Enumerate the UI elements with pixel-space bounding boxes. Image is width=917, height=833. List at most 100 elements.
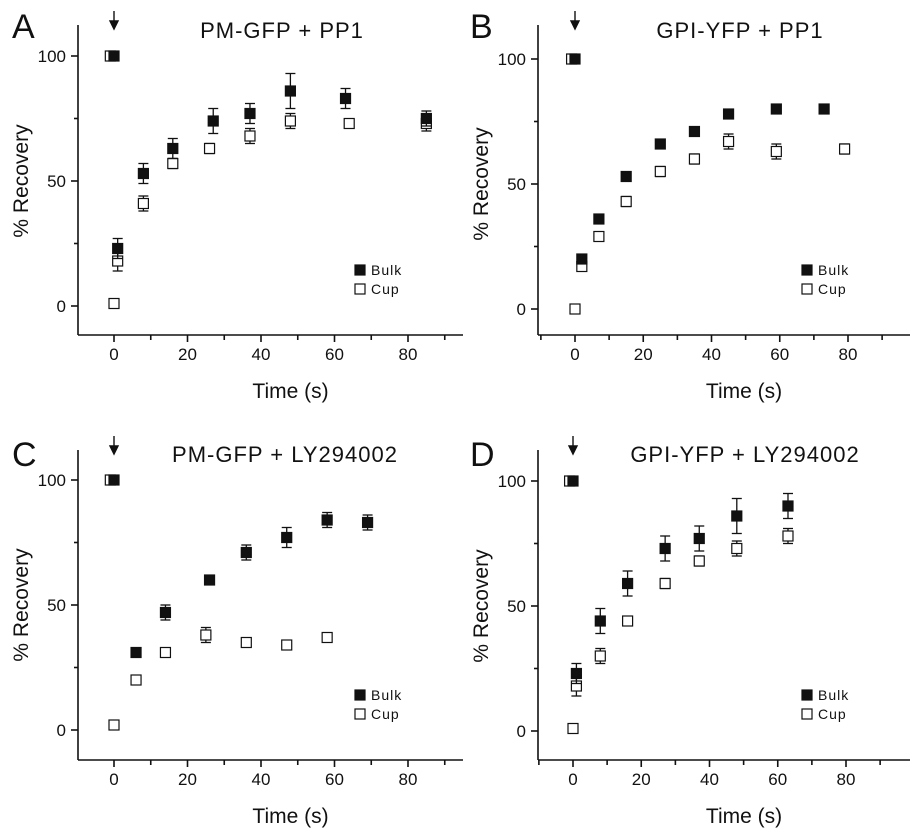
x-tick-label: 60 bbox=[325, 770, 344, 789]
x-tick-label: 0 bbox=[109, 770, 118, 789]
data-point-bulk bbox=[770, 103, 782, 115]
data-point-cup bbox=[203, 142, 216, 155]
data-point-bulk bbox=[130, 646, 142, 659]
bleach-arrow-head bbox=[108, 20, 120, 31]
data-point-cup bbox=[108, 719, 120, 731]
legend: Bulk Cup bbox=[801, 262, 848, 297]
x-tick-label: 40 bbox=[252, 345, 271, 364]
data-point-bulk bbox=[321, 514, 333, 526]
x-tick-label: 20 bbox=[178, 345, 197, 364]
data-point-cup bbox=[654, 165, 666, 178]
y-axis-label: % Recovery bbox=[470, 127, 493, 241]
x-tick-label: 0 bbox=[568, 770, 577, 789]
x-tick-label: 40 bbox=[702, 345, 721, 364]
data-point-bulk bbox=[112, 242, 124, 255]
legend: Bulk Cup bbox=[354, 687, 402, 722]
x-axis-label: Time (s) bbox=[252, 380, 328, 403]
data-point-cup bbox=[159, 646, 172, 659]
data-point-bulk bbox=[339, 92, 352, 105]
data-point-bulk bbox=[284, 85, 296, 97]
data-point-cup bbox=[693, 555, 705, 567]
data-point-bulk bbox=[818, 103, 830, 115]
y-axis-label: % Recovery bbox=[10, 124, 33, 238]
y-tick-label: 0 bbox=[57, 297, 66, 316]
series-bulk bbox=[569, 53, 830, 265]
legend-swatch-bulk bbox=[354, 264, 366, 276]
series-cup bbox=[563, 475, 794, 735]
y-tick-label: 0 bbox=[517, 722, 526, 741]
legend-label-bulk: Bulk bbox=[371, 262, 402, 278]
x-tick-label: 20 bbox=[632, 770, 651, 789]
data-point-cup bbox=[782, 530, 794, 542]
data-point-cup bbox=[167, 157, 179, 170]
panel-title: GPI-YFP + PP1 bbox=[656, 18, 823, 43]
data-point-bulk bbox=[621, 577, 634, 590]
x-tick-label: 20 bbox=[178, 770, 197, 789]
legend-swatch-bulk bbox=[354, 689, 366, 701]
data-point-bulk bbox=[159, 606, 172, 619]
chart-panel-b: B GPI-YFP + PP1 0 20 40 60 80 0 50 100 Time (s) % R… bbox=[470, 8, 910, 403]
y-axis-label: % Recovery bbox=[470, 549, 493, 663]
data-point-cup bbox=[593, 230, 605, 243]
data-point-cup bbox=[244, 130, 256, 142]
data-point-bulk bbox=[420, 112, 432, 125]
data-point-bulk bbox=[244, 107, 256, 120]
x-tick-label: 60 bbox=[768, 770, 787, 789]
data-point-bulk bbox=[593, 213, 605, 225]
data-point-bulk bbox=[207, 115, 219, 127]
data-point-cup bbox=[200, 629, 212, 641]
series-bulk bbox=[567, 475, 794, 685]
y-tick-label: 50 bbox=[507, 175, 526, 194]
data-point-bulk bbox=[137, 167, 149, 180]
data-point-cup bbox=[731, 542, 743, 555]
x-tick-label: 20 bbox=[634, 345, 653, 364]
data-point-cup bbox=[343, 117, 355, 130]
data-point-bulk bbox=[570, 667, 583, 680]
series-bulk bbox=[108, 50, 432, 260]
legend-label-bulk: Bulk bbox=[371, 687, 402, 703]
data-point-bulk bbox=[203, 574, 216, 586]
y-tick-label: 0 bbox=[57, 721, 66, 740]
panel-letter: A bbox=[12, 8, 35, 46]
panel-title: GPI-YFP + LY294002 bbox=[630, 442, 859, 467]
panel-letter: D bbox=[470, 436, 495, 474]
y-axis-label: % Recovery bbox=[10, 548, 33, 662]
data-point-cup bbox=[620, 195, 632, 208]
y-tick-label: 100 bbox=[38, 471, 66, 490]
y-tick-label: 0 bbox=[517, 300, 526, 319]
data-point-bulk bbox=[240, 546, 252, 559]
x-tick-label: 80 bbox=[837, 770, 856, 789]
chart-panel-a: A PM-GFP + PP1 0 20 40 60 80 0 50 100 Time (s) % Re… bbox=[10, 8, 463, 403]
series-bulk bbox=[108, 474, 374, 659]
x-tick-label: 40 bbox=[700, 770, 719, 789]
data-point-bulk bbox=[576, 253, 588, 265]
y-tick-label: 100 bbox=[498, 50, 526, 69]
data-point-bulk bbox=[659, 542, 671, 555]
data-point-cup bbox=[240, 636, 252, 649]
data-point-cup bbox=[137, 197, 149, 210]
chart-panel-d: D GPI-YFP + LY294002 0 20 40 60 80 0 50 100 Time (… bbox=[470, 436, 910, 828]
data-point-bulk bbox=[569, 53, 581, 65]
data-point-bulk bbox=[782, 500, 794, 512]
chart-panel-c: C PM-GFP + LY294002 0 20 40 60 80 0 50 100 Time (s… bbox=[10, 436, 463, 828]
data-point-cup bbox=[688, 153, 701, 165]
x-tick-label: 60 bbox=[770, 345, 789, 364]
data-point-bulk bbox=[108, 50, 120, 62]
x-tick-label: 80 bbox=[839, 345, 858, 364]
legend-label-cup: Cup bbox=[371, 281, 400, 297]
data-point-cup bbox=[569, 303, 581, 315]
panel-title: PM-GFP + PP1 bbox=[200, 18, 364, 43]
data-point-cup bbox=[594, 650, 606, 662]
data-point-cup bbox=[621, 615, 634, 627]
panel-title: PM-GFP + LY294002 bbox=[172, 442, 398, 467]
data-point-cup bbox=[722, 135, 735, 148]
y-tick-label: 100 bbox=[38, 47, 66, 66]
legend-label-cup: Cup bbox=[371, 706, 400, 722]
data-point-cup bbox=[321, 631, 333, 644]
legend-swatch-cup bbox=[801, 708, 813, 720]
legend-swatch-bulk bbox=[801, 264, 813, 276]
legend: Bulk Cup bbox=[801, 687, 848, 722]
x-axis-label: Time (s) bbox=[252, 805, 328, 828]
data-point-bulk bbox=[731, 510, 743, 522]
legend-swatch-cup bbox=[354, 708, 366, 720]
